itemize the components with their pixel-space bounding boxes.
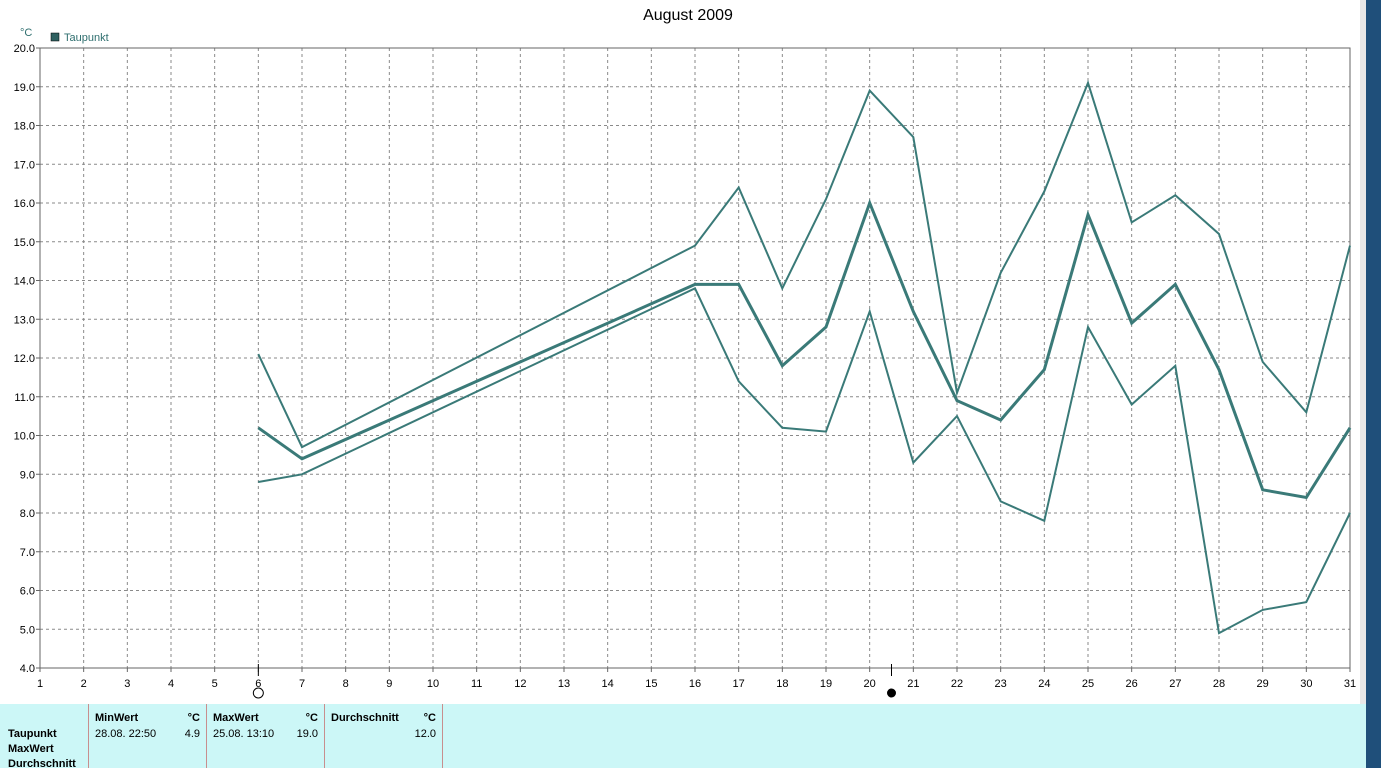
window-border — [1366, 0, 1381, 768]
series-line-min — [258, 286, 1351, 635]
x-tick-label: 19 — [820, 678, 832, 690]
y-tick-label: 15.0 — [14, 237, 35, 249]
x-tick-label: 11 — [471, 678, 482, 690]
x-tick-label: 10 — [427, 678, 439, 690]
x-tick-label: 6 — [255, 678, 261, 690]
x-tick-label: 29 — [1257, 678, 1269, 690]
series-lines — [257, 79, 1352, 635]
y-tick-label: 8.0 — [20, 508, 35, 520]
y-tick-label: 9.0 — [20, 469, 35, 481]
grid — [40, 48, 1350, 668]
y-tick-label: 18.0 — [14, 121, 35, 133]
moon-markers — [252, 664, 896, 699]
x-tick-label: 30 — [1300, 678, 1312, 690]
y-tick-label: 16.0 — [14, 198, 35, 210]
stats-row-label: Durchschnitt — [8, 758, 76, 770]
x-tick-label: 5 — [212, 678, 218, 690]
x-tick-label: 3 — [124, 678, 130, 690]
x-axis: 1 2 3 4 5 6 7 8 9 10 11 12 13 14 15 16 17 18 19 20 21 22 23 24 2… — [37, 668, 1356, 690]
stats-col-unit: °C — [423, 712, 436, 724]
y-tick-label: 13.0 — [14, 314, 35, 326]
x-tick-label: 24 — [1038, 678, 1050, 690]
window-edge — [1360, 0, 1366, 768]
y-tick-label: 5.0 — [20, 624, 35, 636]
x-tick-label: 20 — [864, 678, 876, 690]
series-line-avg — [257, 198, 1352, 500]
chart-title: August 2009 — [643, 7, 733, 24]
x-tick-label: 7 — [299, 678, 305, 690]
x-tick-label: 21 — [907, 678, 919, 690]
x-tick-label: 25 — [1082, 678, 1094, 690]
x-tick-label: 2 — [81, 678, 87, 690]
y-tick-label: 14.0 — [14, 276, 35, 288]
x-tick-label: 16 — [689, 678, 701, 690]
x-tick-label: 15 — [645, 678, 657, 690]
x-tick-label: 31 — [1344, 678, 1356, 690]
stats-time: 28.08. 22:50 — [95, 728, 157, 740]
x-tick-label: 8 — [343, 678, 349, 690]
y-axis: 4.0 5.0 6.0 7.0 8.0 9.0 10.0 11.0 12.0 13.0 14.0 15… — [14, 43, 40, 675]
y-tick-label: 20.0 — [14, 43, 35, 55]
x-tick-label: 4 — [168, 678, 174, 690]
x-tick-label: 13 — [558, 678, 570, 690]
stats-col-min: MinWert °C 28.08. 22:50 4.9 — [88, 704, 206, 768]
x-tick-label: 26 — [1126, 678, 1138, 690]
legend-swatch — [50, 32, 60, 42]
x-tick-label: 23 — [995, 678, 1007, 690]
x-tick-label: 27 — [1169, 678, 1181, 690]
new-moon-icon — [887, 688, 896, 698]
y-tick-label: 7.0 — [20, 547, 35, 559]
full-moon-icon — [252, 687, 264, 699]
x-tick-label: 1 — [37, 678, 43, 690]
y-tick-label: 10.0 — [14, 431, 35, 443]
stats-col-max: MaxWert °C 25.08. 13:10 19.0 — [206, 704, 324, 768]
series-line-max — [257, 79, 1351, 449]
x-tick-label: 18 — [776, 678, 788, 690]
stats-row-label: Taupunkt — [8, 728, 57, 740]
stats-row-label: MaxWert — [8, 743, 54, 755]
y-tick-label: 19.0 — [14, 82, 35, 94]
stats-col-header: Durchschnitt — [331, 712, 399, 724]
x-tick-label: 17 — [733, 678, 745, 690]
stats-value: 12.0 — [414, 728, 436, 740]
stats-time: 25.08. 13:10 — [213, 728, 275, 740]
stats-col-header: MinWert — [95, 712, 139, 724]
x-tick-label: 22 — [951, 678, 963, 690]
stats-col-header: MaxWert — [213, 712, 259, 724]
legend-label: Taupunkt — [64, 32, 109, 44]
y-tick-label: 6.0 — [20, 586, 35, 598]
stats-col-unit: °C — [187, 712, 200, 724]
x-tick-label: 28 — [1213, 678, 1225, 690]
y-tick-label: 17.0 — [14, 159, 35, 171]
stats-value: 19.0 — [296, 728, 318, 740]
stats-col-unit: °C — [305, 712, 318, 724]
x-tick-label: 14 — [602, 678, 614, 690]
stats-value: 4.9 — [184, 728, 200, 740]
y-unit-label: °C — [20, 27, 32, 39]
y-tick-label: 4.0 — [20, 663, 35, 675]
stats-panel: Taupunkt MaxWert Durchschnitt MinWert °C… — [0, 704, 1366, 770]
y-tick-label: 11.0 — [14, 392, 35, 404]
x-tick-label: 12 — [514, 678, 526, 690]
chart: August 2009 °C Taupunkt 4.0 5.0 6.0 7.0 8.0 9… — [14, 7, 1356, 699]
x-tick-label: 9 — [386, 678, 392, 690]
stats-col-avg: Durchschnitt °C 12.0 — [324, 704, 443, 768]
y-tick-label: 12.0 — [14, 353, 35, 365]
